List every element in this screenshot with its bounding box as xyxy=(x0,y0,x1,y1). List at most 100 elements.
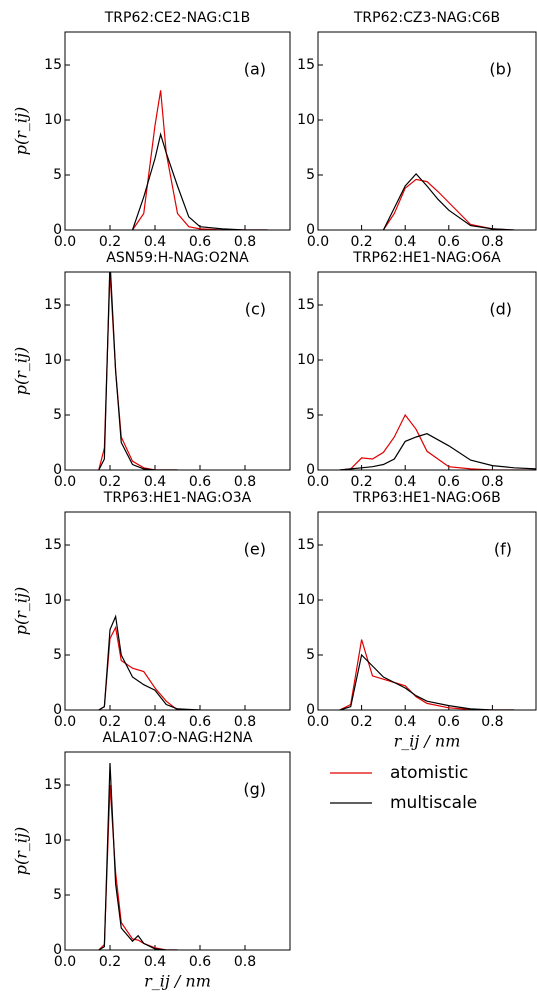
series-line xyxy=(98,762,178,950)
series-line xyxy=(339,413,536,470)
panel-label: (c) xyxy=(245,300,266,319)
x-tick-label: 0.8 xyxy=(234,714,256,730)
y-tick-label: 5 xyxy=(306,647,315,663)
plot-frame xyxy=(317,271,537,471)
x-tick-label: 0.8 xyxy=(481,474,503,490)
y-tick-label: 0 xyxy=(53,942,62,958)
y-tick-label: 5 xyxy=(53,887,62,903)
x-tick-label: 0.6 xyxy=(438,474,460,490)
legend-label: multiscale xyxy=(390,793,477,813)
x-tick-label: 0.2 xyxy=(99,954,121,970)
y-tick-label: 0 xyxy=(53,222,62,238)
x-tick-label: 0.0 xyxy=(54,714,76,730)
x-tick-label: 0.2 xyxy=(350,234,372,250)
y-tick-label: 15 xyxy=(44,777,62,793)
y-tick-label: 10 xyxy=(44,112,62,128)
x-tick-label: 0.0 xyxy=(307,714,329,730)
x-tick-label: 0.6 xyxy=(189,714,211,730)
series-line xyxy=(132,90,268,230)
y-tick-label: 15 xyxy=(297,57,315,73)
y-tick-label: 0 xyxy=(53,462,62,478)
y-tick-label: 10 xyxy=(297,592,315,608)
panel-title: TRP62:CZ3-NAG:C6B xyxy=(353,10,500,26)
y-tick-label: 5 xyxy=(53,167,62,183)
y-axis-label: p(r_ij) xyxy=(12,827,31,875)
x-tick-label: 0.6 xyxy=(189,954,211,970)
y-tick-label: 10 xyxy=(44,832,62,848)
panel-title: ASN59:H-NAG:O2NA xyxy=(106,250,249,266)
panel-title: ALA107:O-NAG:H2NA xyxy=(102,730,252,746)
x-tick-label: 0.4 xyxy=(394,714,416,730)
x-tick-label: 0.0 xyxy=(307,474,329,490)
x-tick-label: 0.6 xyxy=(189,474,211,490)
series-line xyxy=(131,131,268,230)
panel-title: TRP63:HE1-NAG:O6B xyxy=(352,490,501,506)
panel-title: TRP62:HE1-NAG:O6A xyxy=(352,250,501,266)
y-tick-label: 0 xyxy=(306,462,315,478)
legend-label: atomistic xyxy=(390,763,468,783)
y-tick-label: 15 xyxy=(297,297,315,313)
x-tick-label: 0.4 xyxy=(144,954,166,970)
panel-label: (g) xyxy=(243,780,266,799)
y-tick-label: 0 xyxy=(306,702,315,718)
x-tick-label: 0.8 xyxy=(234,474,256,490)
x-tick-label: 0.2 xyxy=(99,234,121,250)
x-tick-label: 0.8 xyxy=(481,234,503,250)
y-tick-label: 10 xyxy=(44,592,62,608)
x-tick-label: 0.8 xyxy=(234,234,256,250)
plot-frame xyxy=(64,751,291,951)
x-tick-label: 0.2 xyxy=(99,714,121,730)
y-tick-label: 15 xyxy=(44,537,62,553)
y-tick-label: 5 xyxy=(53,407,62,423)
plot-frame xyxy=(317,511,537,711)
panel-label: (a) xyxy=(244,60,266,79)
panel-title: TRP62:CE2-NAG:C1B xyxy=(104,10,251,26)
x-tick-label: 0.6 xyxy=(438,234,460,250)
y-axis-label: p(r_ij) xyxy=(12,587,31,635)
y-tick-label: 15 xyxy=(297,537,315,553)
x-tick-label: 0.4 xyxy=(394,234,416,250)
y-axis-label: p(r_ij) xyxy=(12,107,31,155)
plot-frame xyxy=(317,31,537,231)
panel-title: TRP63:HE1-NAG:O3A xyxy=(103,490,252,506)
y-tick-label: 5 xyxy=(53,647,62,663)
x-tick-label: 0.8 xyxy=(234,954,256,970)
series-line xyxy=(339,639,515,710)
x-tick-label: 0.4 xyxy=(144,474,166,490)
series-line xyxy=(98,625,200,710)
y-tick-label: 10 xyxy=(297,112,315,128)
panel-label: (e) xyxy=(244,540,266,559)
series-line xyxy=(98,784,178,950)
panel-label: (f) xyxy=(494,540,512,559)
x-tick-label: 0.2 xyxy=(350,714,372,730)
x-axis-label: r_ij / nm xyxy=(144,972,211,991)
x-tick-label: 0.6 xyxy=(189,234,211,250)
x-tick-label: 0.4 xyxy=(394,474,416,490)
y-tick-label: 10 xyxy=(297,352,315,368)
x-tick-label: 0.0 xyxy=(307,234,329,250)
y-tick-label: 5 xyxy=(306,167,315,183)
y-tick-label: 15 xyxy=(44,297,62,313)
panel-label: (d) xyxy=(489,300,512,319)
x-tick-label: 0.8 xyxy=(481,714,503,730)
x-tick-label: 0.4 xyxy=(144,234,166,250)
panel-label: (b) xyxy=(489,60,512,79)
x-tick-label: 0.2 xyxy=(350,474,372,490)
y-tick-label: 5 xyxy=(306,407,315,423)
series-line xyxy=(382,178,515,230)
y-tick-label: 10 xyxy=(44,352,62,368)
y-tick-label: 15 xyxy=(44,57,62,73)
series-line xyxy=(339,653,515,710)
x-tick-label: 0.2 xyxy=(99,474,121,490)
plot-frame xyxy=(64,31,291,231)
series-line xyxy=(339,433,536,470)
y-tick-label: 0 xyxy=(53,702,62,718)
plot-frame xyxy=(64,271,291,471)
series-line xyxy=(382,173,515,230)
x-tick-label: 0.0 xyxy=(54,474,76,490)
y-tick-label: 0 xyxy=(306,222,315,238)
series-line xyxy=(98,272,178,470)
x-tick-label: 0.0 xyxy=(54,234,76,250)
x-tick-label: 0.6 xyxy=(438,714,460,730)
